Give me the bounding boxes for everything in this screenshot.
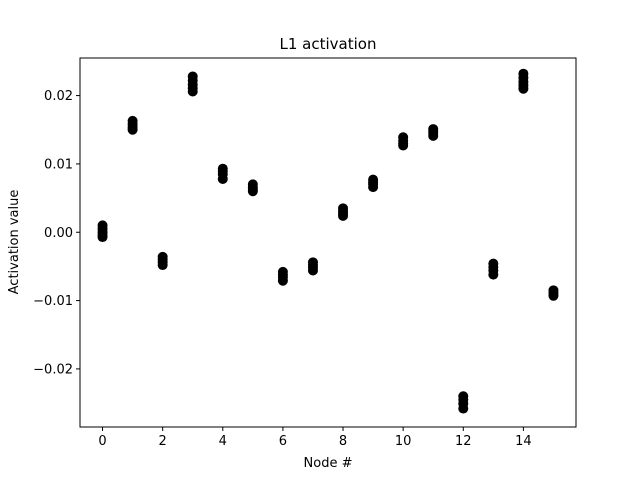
data-point bbox=[428, 130, 439, 141]
data-point bbox=[368, 182, 379, 193]
plot-frame bbox=[79, 57, 577, 428]
data-point bbox=[488, 269, 499, 280]
x-tick-label: 8 bbox=[339, 434, 347, 449]
data-point bbox=[97, 232, 108, 243]
x-tick-label: 14 bbox=[515, 434, 532, 449]
data-point bbox=[127, 124, 138, 135]
x-tick-label: 12 bbox=[455, 434, 472, 449]
data-point bbox=[398, 140, 409, 151]
data-point bbox=[157, 260, 168, 271]
data-point bbox=[338, 210, 349, 221]
y-tick-label: 0.02 bbox=[44, 89, 73, 104]
y-tick-label: 0.00 bbox=[44, 226, 73, 241]
data-point bbox=[518, 83, 529, 94]
data-point bbox=[277, 275, 288, 286]
data-point bbox=[187, 86, 198, 97]
data-point bbox=[217, 173, 228, 184]
y-axis-ticks: −0.02 −0.01 0.00 0.01 0.02 bbox=[33, 89, 80, 377]
x-axis-label: Node # bbox=[304, 456, 353, 471]
x-tick-label: 2 bbox=[159, 434, 167, 449]
y-tick-label: −0.01 bbox=[33, 294, 73, 309]
data-point bbox=[458, 403, 469, 414]
x-tick-label: 6 bbox=[279, 434, 287, 449]
data-point bbox=[247, 186, 258, 197]
chart-title: L1 activation bbox=[280, 35, 377, 53]
data-point bbox=[307, 265, 318, 276]
x-axis-ticks: 0 2 4 6 8 10 12 14 bbox=[98, 427, 532, 449]
y-axis-label: Activation value bbox=[7, 190, 22, 295]
y-tick-label: 0.01 bbox=[44, 157, 73, 172]
x-tick-label: 0 bbox=[98, 434, 106, 449]
data-markers bbox=[97, 68, 559, 414]
data-point bbox=[548, 290, 559, 301]
y-tick-label: −0.02 bbox=[33, 362, 73, 377]
x-tick-label: 10 bbox=[395, 434, 412, 449]
x-tick-label: 4 bbox=[219, 434, 227, 449]
